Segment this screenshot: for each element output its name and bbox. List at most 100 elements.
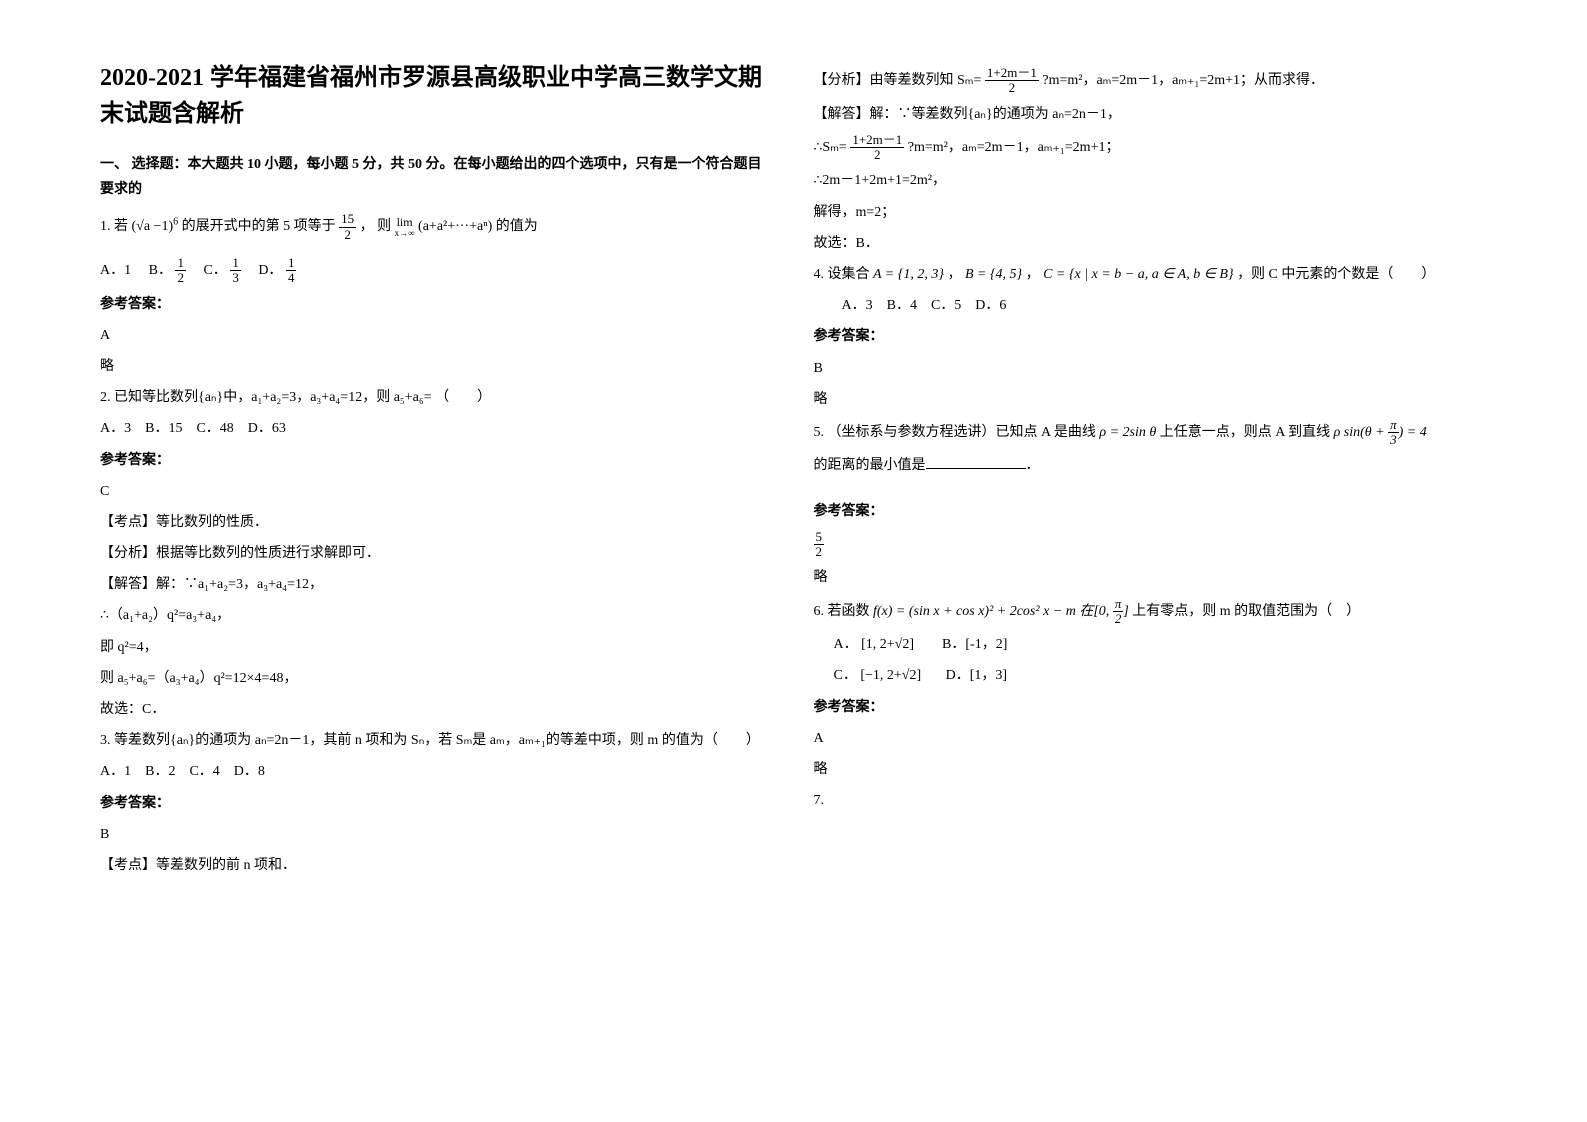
q3-jd2-den: 2 [850, 148, 904, 162]
q6-optC-pre: C． [834, 668, 857, 683]
q2-fx: 【分析】根据等比数列的性质进行求解即可． [100, 541, 774, 566]
q6-ans: A [814, 726, 1488, 751]
q5-curve: ρ = 2sin θ [1099, 425, 1156, 440]
q3-jd2-frac: 1+2m－1 2 [850, 133, 904, 163]
q1-paren: (a+a²+···+aⁿ) [418, 219, 492, 234]
q5-ans: 5 2 [814, 530, 1488, 560]
q4-B: B = {4, 5} [965, 267, 1022, 282]
q5-ans-label: 参考答案： [814, 499, 1488, 524]
q5-pre: 5. （坐标系与参数方程选讲）已知点 A 是曲线 [814, 425, 1100, 440]
q5-stem: 5. （坐标系与参数方程选讲）已知点 A 是曲线 ρ = 2sin θ 上任意一… [814, 418, 1488, 448]
q3-fx-pre: 【分析】由等差数列知 Sₘ= [814, 73, 985, 88]
q1-frac-den: 2 [339, 228, 356, 242]
q6-fx-den: 2 [1113, 612, 1124, 626]
q1-expr1-base: (√a −1) [132, 219, 174, 234]
q5-line-frac: π 3 [1388, 418, 1399, 448]
q4-stem: 4. 设集合 A = {1, 2, 3} ， B = {4, 5} ， C = … [814, 262, 1488, 287]
q2-stem: 2. 已知等比数列{aₙ}中，a₁+a₂=3，a₃+a₄=12，则 a₅+a₆=… [100, 385, 774, 410]
q3-jd2-pre: ∴Sₘ= [814, 140, 851, 155]
q1-options: A．1 B． 1 2 C． 1 3 D． 1 4 [100, 256, 774, 286]
q6-opts-row2: C． [−1, 2+√2] D．[1，3] [814, 663, 1488, 688]
q1-frac: 15 2 [339, 212, 356, 242]
q2-ans: C [100, 479, 774, 504]
q1-optB-pre: B． [149, 263, 172, 278]
q2-jd1: 【解答】解：∵a₁+a₂=3，a₃+a₄=12， [100, 572, 774, 597]
q5-brief: 略 [814, 565, 1488, 590]
q6-ans-label: 参考答案： [814, 695, 1488, 720]
q6-fx-frac: π 2 [1113, 597, 1124, 627]
q5-line-post: ) = 4 [1399, 425, 1427, 440]
q3-ans-label: 参考答案： [100, 791, 774, 816]
q1-optD-num: 1 [286, 256, 297, 271]
q1-optB-frac: 1 2 [175, 256, 186, 286]
left-column: 2020-2021 学年福建省福州市罗源县高级职业中学高三数学文期末试题含解析 … [80, 60, 794, 1062]
q1-optC-pre: C． [203, 263, 226, 278]
q3-jd1: 【解答】解：∵等差数列{aₙ}的通项为 aₙ=2n－1， [814, 102, 1488, 127]
q4-opts: A．3 B．4 C．5 D．6 [814, 293, 1488, 318]
q1-lim-top: lim [395, 216, 415, 229]
q6-fx-expr: f(x) = (sin x + cos x)² + 2cos² x − m 在[… [873, 604, 1113, 619]
q1-optD-den: 4 [286, 271, 297, 285]
q5-line-pre: ρ sin(θ + [1334, 425, 1389, 440]
q1-mid: 的展开式中的第 5 项等于 [182, 219, 340, 234]
q4-pre: 4. 设集合 [814, 267, 874, 282]
q5-end: 的距离的最小值是 [814, 458, 926, 473]
q1-frac-num: 15 [339, 212, 356, 227]
q1-stem: 1. 若 (√a −1)6 的展开式中的第 5 项等于 15 2 ， 则 lim… [100, 212, 774, 242]
q1-ans-label: 参考答案： [100, 292, 774, 317]
q1-optC-frac: 1 3 [230, 256, 241, 286]
q4-ans: B [814, 356, 1488, 381]
q1-end: 的值为 [496, 219, 538, 234]
q2-kp: 【考点】等比数列的性质． [100, 510, 774, 535]
q5-line-den: 3 [1388, 433, 1399, 447]
q5-mid: 上任意一点，则点 A 到直线 [1160, 425, 1334, 440]
q1-optC-num: 1 [230, 256, 241, 271]
q3-fx-den: 2 [985, 81, 1039, 95]
q4-sep2: ， [1026, 267, 1040, 282]
q3-fx-post: ?m=m²，aₘ=2m－1，aₘ₊₁=2m+1；从而求得． [1042, 73, 1324, 88]
q3-fx: 【分析】由等差数列知 Sₘ= 1+2m－1 2 ?m=m²，aₘ=2m－1，aₘ… [814, 66, 1488, 96]
q3-jd2: ∴Sₘ= 1+2m－1 2 ?m=m²，aₘ=2m－1，aₘ₊₁=2m+1； [814, 133, 1488, 163]
q6-optD: D．[1，3] [946, 668, 1007, 683]
q3-opts: A．1 B．2 C．4 D．8 [100, 759, 774, 784]
q1-optC-den: 3 [230, 271, 241, 285]
q1-optA: A．1 [100, 263, 131, 278]
q1-lim-sub: x→∞ [395, 229, 415, 239]
right-column: 【分析】由等差数列知 Sₘ= 1+2m－1 2 ?m=m²，aₘ=2m－1，aₘ… [794, 60, 1508, 1062]
q3-jd3: ∴2m－1+2m+1=2m²， [814, 168, 1488, 193]
q2-jd5: 故选：C． [100, 697, 774, 722]
q3-jd5: 故选：B． [814, 231, 1488, 256]
q3-jd2-post: ?m=m²，aₘ=2m－1，aₘ₊₁=2m+1； [908, 140, 1120, 155]
q3-jd4: 解得，m=2； [814, 200, 1488, 225]
q4-C: C = {x | x = b − a, a ∈ A, b ∈ B} [1043, 267, 1233, 282]
q3-fx-frac: 1+2m－1 2 [985, 66, 1039, 96]
q6-opts-row1: A． [1, 2+√2] B．[-1，2] [814, 632, 1488, 657]
q2-jd3: 即 q²=4， [100, 635, 774, 660]
q1-pre: 1. 若 [100, 219, 128, 234]
q5-period: ． [1026, 458, 1040, 473]
q2-jd4: 则 a₅+a₆=（a₃+a₄）q²=12×4=48， [100, 666, 774, 691]
q5-line-num: π [1388, 418, 1399, 433]
q1-brief: 略 [100, 354, 774, 379]
q5-ans-den: 2 [814, 545, 825, 559]
q3-jd2-num: 1+2m－1 [850, 133, 904, 148]
q6-optA: [1, 2+√2] [861, 637, 914, 652]
q1-optD-frac: 1 4 [286, 256, 297, 286]
q6-optB: B．[-1，2] [942, 637, 1007, 652]
q2-jd2: ∴（a₁+a₂）q²=a₃+a₄， [100, 603, 774, 628]
q6-brief: 略 [814, 757, 1488, 782]
q7-stem: 7. [814, 788, 1488, 813]
q1-expr1-exp: 6 [173, 217, 178, 228]
q2-opts: A．3 B．15 C．48 D．63 [100, 416, 774, 441]
q3-kp: 【考点】等差数列的前 n 项和． [100, 853, 774, 878]
q1-ans: A [100, 323, 774, 348]
q5-ans-num: 5 [814, 530, 825, 545]
q6-fx-post: ] [1123, 604, 1128, 619]
q4-A: A = {1, 2, 3} [873, 267, 944, 282]
q1-optB-den: 2 [175, 271, 186, 285]
doc-title: 2020-2021 学年福建省福州市罗源县高级职业中学高三数学文期末试题含解析 [100, 60, 774, 132]
q3-fx-num: 1+2m－1 [985, 66, 1039, 81]
q6-optA-pre: A． [834, 637, 858, 652]
q1-lim: lim x→∞ [395, 216, 415, 239]
q6-fx-num: π [1113, 597, 1124, 612]
